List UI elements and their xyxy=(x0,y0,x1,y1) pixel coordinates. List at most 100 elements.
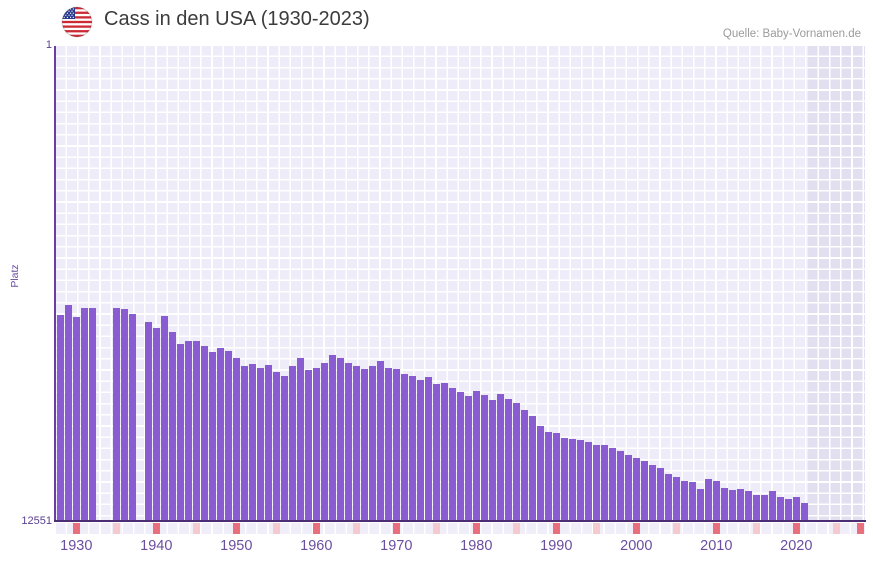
bar-1961[interactable] xyxy=(305,370,312,521)
bar-2019[interactable] xyxy=(769,491,776,521)
bar-1947[interactable] xyxy=(193,341,200,521)
bar-1980[interactable] xyxy=(457,392,464,521)
bar-1965[interactable] xyxy=(337,358,344,521)
bar-1997[interactable] xyxy=(593,445,600,521)
bar-2007[interactable] xyxy=(673,477,680,521)
bar-1957[interactable] xyxy=(273,372,280,521)
bar-1939[interactable] xyxy=(129,314,136,521)
bar-1966[interactable] xyxy=(345,363,352,521)
bar-2006[interactable] xyxy=(665,474,672,521)
bar-2016[interactable] xyxy=(745,491,752,521)
x-axis-line xyxy=(54,520,866,522)
x-tick-major-2020 xyxy=(793,523,800,534)
bar-1984[interactable] xyxy=(489,400,496,521)
x-tick-major-1970 xyxy=(393,523,400,534)
bar-1972[interactable] xyxy=(393,369,400,521)
bar-1946[interactable] xyxy=(185,341,192,521)
bar-2015[interactable] xyxy=(737,489,744,521)
bar-1951[interactable] xyxy=(225,351,232,521)
bar-1934[interactable] xyxy=(89,308,96,521)
bar-1950[interactable] xyxy=(217,348,224,521)
bar-1964[interactable] xyxy=(329,355,336,521)
bar-1998[interactable] xyxy=(601,445,608,521)
bar-1973[interactable] xyxy=(401,374,408,521)
bar-1995[interactable] xyxy=(577,440,584,521)
bar-2022[interactable] xyxy=(793,497,800,521)
bar-2001[interactable] xyxy=(625,455,632,521)
bar-1986[interactable] xyxy=(505,399,512,521)
bar-1953[interactable] xyxy=(241,366,248,521)
bar-2017[interactable] xyxy=(753,495,760,521)
bar-1932[interactable] xyxy=(73,317,80,521)
x-tick-minor-3 xyxy=(353,523,360,534)
bar-1955[interactable] xyxy=(257,368,264,521)
bar-1979[interactable] xyxy=(449,388,456,521)
bar-1983[interactable] xyxy=(481,395,488,521)
bar-1945[interactable] xyxy=(177,344,184,521)
bar-1971[interactable] xyxy=(385,368,392,521)
bar-1975[interactable] xyxy=(417,380,424,521)
bar-2010[interactable] xyxy=(697,489,704,521)
bar-1948[interactable] xyxy=(201,346,208,521)
bar-1987[interactable] xyxy=(513,403,520,521)
bar-2012[interactable] xyxy=(713,481,720,521)
bar-1978[interactable] xyxy=(441,383,448,521)
bar-1941[interactable] xyxy=(145,322,152,521)
bar-2005[interactable] xyxy=(657,468,664,521)
bar-1989[interactable] xyxy=(529,416,536,521)
x-tick-minor-2 xyxy=(273,523,280,534)
bar-2018[interactable] xyxy=(761,495,768,521)
bar-1976[interactable] xyxy=(425,377,432,521)
bar-1954[interactable] xyxy=(249,364,256,521)
bar-1949[interactable] xyxy=(209,352,216,521)
bar-2008[interactable] xyxy=(681,481,688,521)
bar-1944[interactable] xyxy=(169,332,176,521)
bar-2009[interactable] xyxy=(689,482,696,521)
bar-1952[interactable] xyxy=(233,358,240,521)
bar-1942[interactable] xyxy=(153,328,160,521)
bar-1959[interactable] xyxy=(289,366,296,521)
bar-2002[interactable] xyxy=(633,458,640,521)
bar-1931[interactable] xyxy=(65,305,72,521)
bar-1956[interactable] xyxy=(265,365,272,521)
x-tick-major-1980 xyxy=(473,523,480,534)
bar-1985[interactable] xyxy=(497,394,504,521)
bar-2004[interactable] xyxy=(649,465,656,521)
bar-2023[interactable] xyxy=(801,503,808,521)
x-label-1940: 1940 xyxy=(140,538,173,554)
bar-1996[interactable] xyxy=(585,442,592,521)
bar-1990[interactable] xyxy=(537,426,544,521)
bar-1991[interactable] xyxy=(545,432,552,521)
bar-1994[interactable] xyxy=(569,439,576,521)
bar-1937[interactable] xyxy=(113,308,120,521)
bar-1988[interactable] xyxy=(521,410,528,521)
bar-1969[interactable] xyxy=(369,366,376,521)
bar-1968[interactable] xyxy=(361,369,368,521)
bar-2000[interactable] xyxy=(617,451,624,521)
bar-2003[interactable] xyxy=(641,461,648,521)
bar-2014[interactable] xyxy=(729,490,736,521)
bar-1938[interactable] xyxy=(121,309,128,521)
bar-2021[interactable] xyxy=(785,499,792,521)
bar-1967[interactable] xyxy=(353,366,360,521)
bar-1974[interactable] xyxy=(409,376,416,521)
bar-1958[interactable] xyxy=(281,376,288,521)
bar-1933[interactable] xyxy=(81,308,88,521)
bar-1977[interactable] xyxy=(433,384,440,521)
bar-1960[interactable] xyxy=(297,358,304,521)
bar-1981[interactable] xyxy=(465,396,472,521)
bar-1930[interactable] xyxy=(57,315,64,521)
bar-1943[interactable] xyxy=(161,316,168,521)
bar-2020[interactable] xyxy=(777,497,784,521)
bar-1999[interactable] xyxy=(609,448,616,521)
bar-1993[interactable] xyxy=(561,438,568,521)
y-axis-line xyxy=(54,46,56,522)
bar-2011[interactable] xyxy=(705,479,712,521)
x-tick-major-end10 xyxy=(857,523,864,534)
bar-1992[interactable] xyxy=(553,433,560,521)
bar-1970[interactable] xyxy=(377,361,384,521)
bar-2013[interactable] xyxy=(721,488,728,521)
bar-1982[interactable] xyxy=(473,391,480,521)
bar-1962[interactable] xyxy=(313,368,320,521)
bar-1963[interactable] xyxy=(321,363,328,521)
